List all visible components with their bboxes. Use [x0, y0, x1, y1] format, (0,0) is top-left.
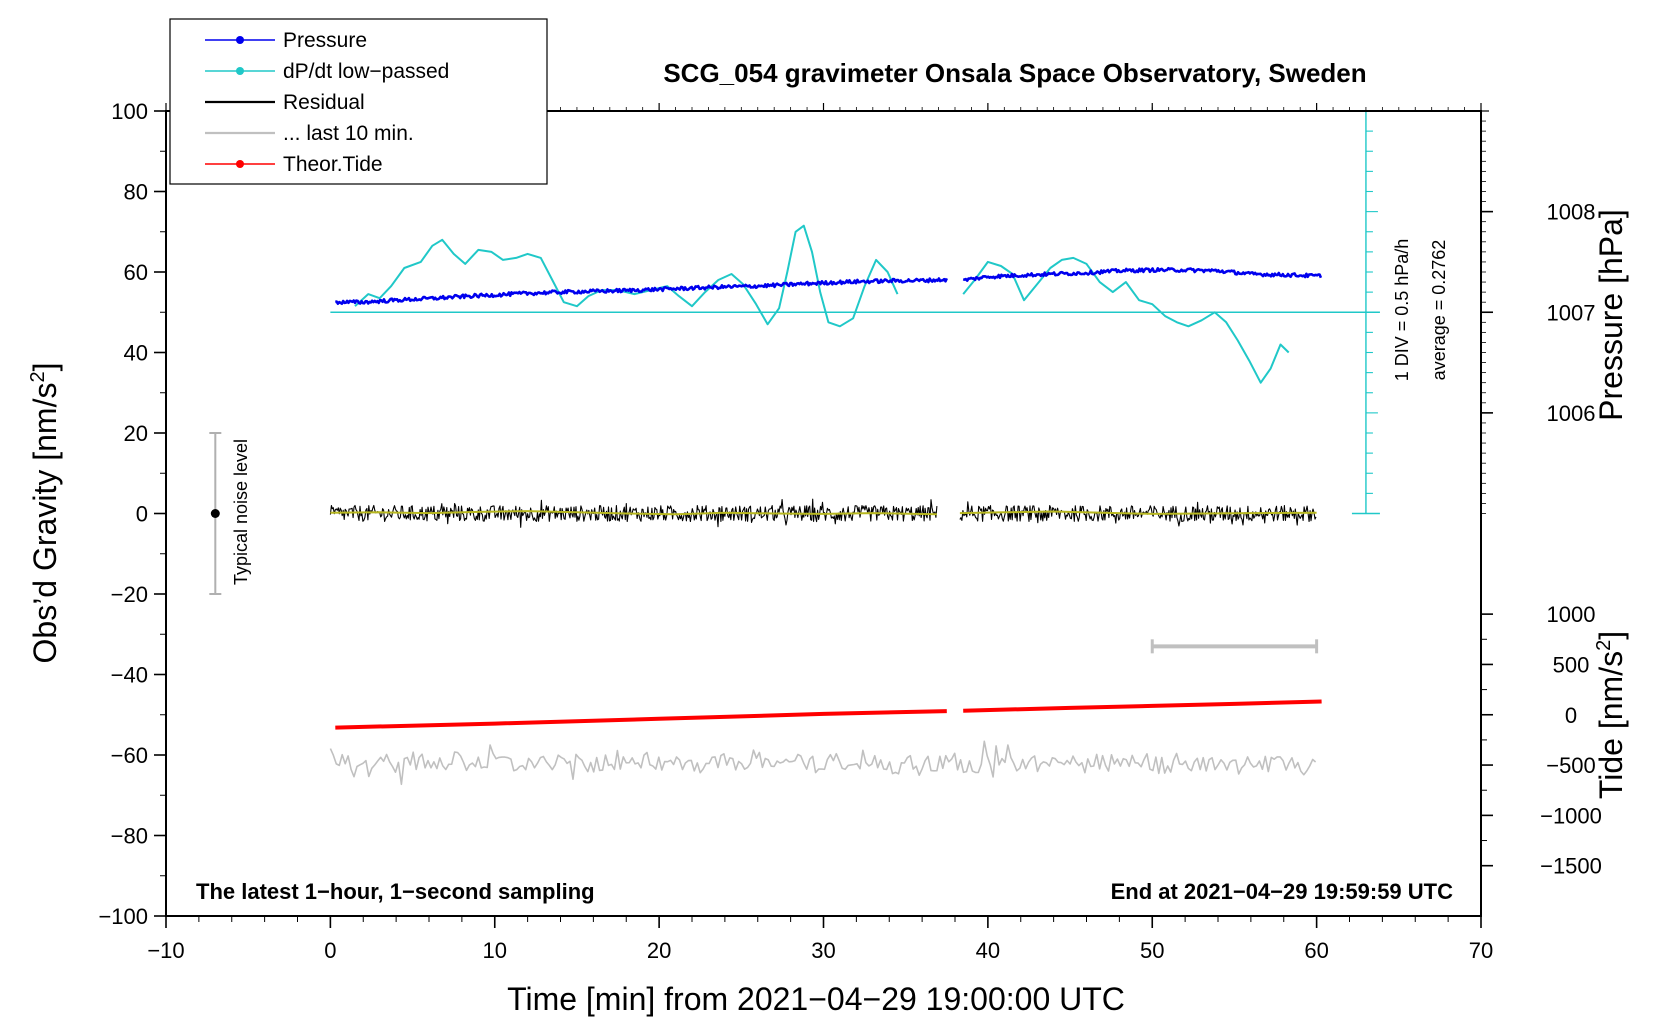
tide-tick-label: −1500 [1540, 854, 1602, 879]
end-time-note: End at 2021−04−29 19:59:59 UTC [1111, 879, 1454, 904]
tide-tick-label: 500 [1553, 652, 1590, 677]
last-10-min-series [329, 740, 1317, 786]
pressure-tick-label: 1006 [1547, 401, 1596, 426]
x-tick-label: 60 [1304, 938, 1328, 963]
y-tick-label: −40 [111, 663, 148, 688]
y-tick-label: −100 [98, 904, 148, 929]
legend-label-residual: Residual [283, 91, 365, 114]
y-tick-label: 0 [136, 502, 148, 527]
theor-tide-series [335, 709, 947, 730]
pressure-series [335, 277, 948, 306]
chart-title: SCG_054 gravimeter Onsala Space Observat… [663, 58, 1366, 88]
tide-tick-label: 1000 [1547, 602, 1596, 627]
x-axis-title: Time [min] from 2021−04−29 19:00:00 UTC [507, 981, 1125, 1017]
pressure-tick-label: 1007 [1547, 300, 1596, 325]
pressure-series [962, 266, 1323, 283]
x-tick-label: −10 [147, 938, 184, 963]
noise-center-dot [210, 509, 220, 518]
pressure-tick-label: 1008 [1547, 200, 1596, 225]
x-tick-label: 70 [1469, 938, 1493, 963]
x-tick-label: 10 [483, 938, 507, 963]
dpdt-average-label: average = 0.2762 [1429, 240, 1449, 381]
y-tick-label: −60 [111, 743, 148, 768]
legend-label-last-10-min: ... last 10 min. [283, 122, 414, 145]
dp-dt-low-passed-series [962, 256, 1290, 384]
y2-axis-title: Pressure [hPa] [1593, 209, 1629, 421]
dp-dt-low-passed-series [354, 224, 899, 328]
y-tick-label: 100 [111, 99, 148, 124]
x-tick-label: 40 [976, 938, 1000, 963]
x-tick-label: 30 [811, 938, 835, 963]
y3-axis-title-sup: 2 [1593, 640, 1615, 651]
sampling-note: The latest 1−hour, 1−second sampling [196, 879, 595, 904]
legend-dot-dp-dt-low-passed [236, 67, 244, 75]
tide-tick-label: −500 [1546, 753, 1596, 778]
x-tick-label: 20 [647, 938, 671, 963]
noise-level-label: Typical noise level [231, 439, 251, 585]
residual-series [959, 501, 1317, 527]
y-axis-title: Obs’d Gravity [nm/s2] [27, 363, 63, 664]
y-tick-label: −20 [111, 582, 148, 607]
y-tick-label: 40 [124, 341, 148, 366]
dpdt-scale-label: 1 DIV = 0.5 hPa/h [1392, 239, 1412, 382]
y-tick-label: 20 [124, 421, 148, 446]
legend-dot-pressure [236, 36, 244, 44]
x-tick-label: 0 [324, 938, 336, 963]
residual-smoothed-series [330, 510, 937, 516]
x-tick-label: 50 [1140, 938, 1164, 963]
legend-dot-theor-tide [236, 160, 244, 168]
y-axis-title-sup: 2 [27, 371, 49, 382]
residual-series [329, 498, 938, 528]
residual-smoothed-series [959, 510, 1317, 515]
legend-label-theor-tide: Theor.Tide [283, 153, 383, 176]
y3-axis-title: Tide [nm/s2] [1593, 631, 1629, 799]
tide-tick-label: −1000 [1540, 803, 1602, 828]
legend-label-dp-dt-low-passed: dP/dt low−passed [283, 60, 449, 83]
legend-label-pressure: Pressure [283, 29, 367, 52]
legend: Pressure dP/dt low−passed Residual ... last… [169, 18, 548, 185]
tide-tick-label: 0 [1565, 703, 1577, 728]
y-tick-label: 60 [124, 260, 148, 285]
theor-tide-series [963, 699, 1322, 713]
y-tick-label: −80 [111, 824, 148, 849]
y-tick-label: 80 [124, 180, 148, 205]
